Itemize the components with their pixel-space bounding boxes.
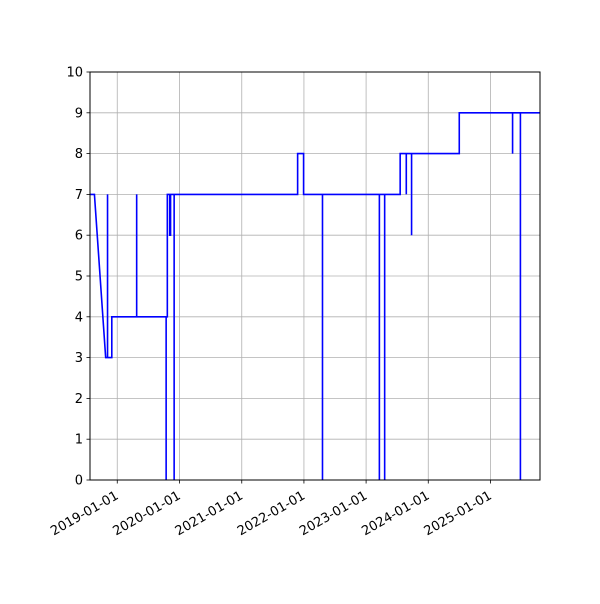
y-tick-label: 2 bbox=[75, 392, 83, 407]
y-tick-label: 8 bbox=[75, 147, 83, 162]
series-line bbox=[90, 112, 540, 480]
y-tick-label: 10 bbox=[66, 66, 83, 81]
y-tick-label: 0 bbox=[75, 474, 83, 489]
y-tick-label: 1 bbox=[75, 433, 83, 448]
y-tick-label: 5 bbox=[75, 270, 83, 285]
y-tick-label: 6 bbox=[75, 229, 83, 244]
y-tick-label: 3 bbox=[75, 351, 83, 366]
series-layer bbox=[90, 112, 540, 480]
y-axis: 0 1 2 3 4 5 6 7 8 9 10 bbox=[66, 66, 90, 489]
y-tick-label: 7 bbox=[75, 188, 83, 203]
y-tick-label: 4 bbox=[75, 310, 83, 325]
y-tick-label: 9 bbox=[75, 106, 83, 121]
